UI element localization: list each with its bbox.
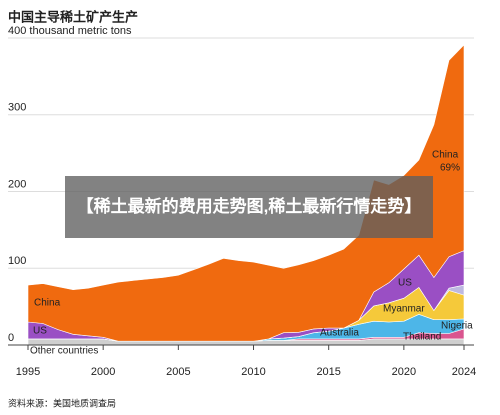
series-label: US [398, 278, 412, 289]
series-label: Nigeria [441, 321, 473, 332]
series-label: China [432, 150, 459, 161]
series-label: US [33, 326, 47, 337]
x-tick-label: 2015 [316, 366, 340, 378]
series-label: Australia [320, 328, 359, 339]
x-tick-label: 2010 [241, 366, 265, 378]
y-tick-label: 400 thousand metric tons [8, 25, 132, 37]
series-label: China [34, 298, 61, 309]
x-tick-label: 1995 [16, 366, 40, 378]
x-tick-label: 2000 [91, 366, 115, 378]
series-label: Myanmar [383, 304, 425, 315]
x-tick-label: 2024 [452, 366, 476, 378]
series-label: Thailand [403, 332, 441, 343]
y-tick-label: 200 [8, 178, 26, 190]
y-tick-label: 300 [8, 102, 26, 114]
source: 资料来源：美国地质调查局 [8, 397, 116, 408]
annotation: 69% [440, 163, 460, 174]
series-label: Other countries [30, 346, 98, 357]
x-tick-label: 2005 [166, 366, 190, 378]
banner: 【稀土最新的费用走势图,稀土最新行情走势】 [65, 176, 433, 238]
x-tick-label: 2020 [392, 366, 416, 378]
y-tick-label: 100 [8, 255, 26, 267]
y-tick-label: 0 [8, 332, 14, 344]
chart-title: 中国主导稀土矿产生产 [8, 9, 138, 24]
area [27, 44, 465, 342]
